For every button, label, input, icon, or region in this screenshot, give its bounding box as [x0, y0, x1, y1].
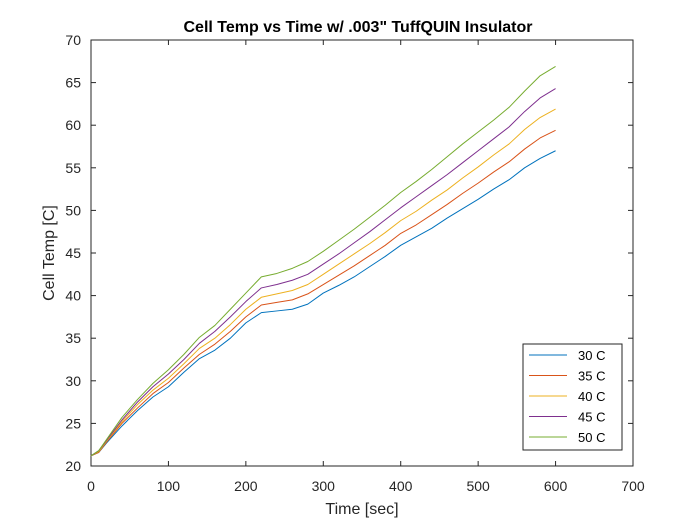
x-tick-label: 500 — [466, 478, 490, 494]
legend: 30 C 35 C 40 C 45 C 50 C — [522, 343, 623, 451]
x-tick-label: 700 — [621, 478, 645, 494]
x-axis-label: Time [sec] — [325, 501, 398, 518]
y-tick-label: 40 — [65, 288, 81, 304]
legend-label-40-c: 40 C — [578, 389, 605, 404]
series-line-50-c — [90, 65, 556, 457]
legend-label-45-c: 45 C — [578, 410, 605, 425]
series-lines — [90, 65, 556, 457]
legend-label-35-c: 35 C — [578, 369, 605, 384]
y-tick-label: 70 — [65, 32, 81, 48]
legend-items: 30 C 35 C 40 C 45 C 50 C — [529, 348, 605, 445]
y-tick-label: 20 — [65, 458, 81, 474]
y-tick-label: 55 — [65, 160, 81, 176]
x-tick-label: 300 — [312, 478, 336, 494]
series-line-40-c — [90, 108, 556, 457]
x-tick-label: 0 — [87, 478, 95, 494]
y-axis-ticks: 20 25 30 35 40 45 50 55 60 65 70 — [65, 32, 633, 474]
legend-box — [522, 343, 623, 451]
y-tick-label: 50 — [65, 202, 81, 218]
y-tick-label: 65 — [65, 75, 81, 91]
series-line-35-c — [90, 129, 556, 457]
chart-title: Cell Temp vs Time w/ .003" TuffQUIN Insu… — [184, 19, 533, 36]
x-tick-label: 400 — [389, 478, 413, 494]
series-line-45-c — [90, 88, 556, 457]
y-tick-label: 25 — [65, 415, 81, 431]
y-tick-label: 45 — [65, 245, 81, 261]
legend-label-30-c: 30 C — [578, 348, 605, 363]
series-line-30-c — [90, 150, 556, 457]
y-tick-label: 35 — [65, 330, 81, 346]
y-tick-label: 60 — [65, 117, 81, 133]
legend-label-50-c: 50 C — [578, 430, 605, 445]
y-axis-label: Cell Temp [C] — [41, 205, 58, 301]
x-tick-label: 100 — [157, 478, 181, 494]
x-axis-ticks: 0 100 200 300 400 500 600 700 — [87, 40, 645, 494]
y-tick-label: 30 — [65, 373, 81, 389]
x-tick-label: 200 — [234, 478, 258, 494]
x-tick-label: 600 — [544, 478, 568, 494]
